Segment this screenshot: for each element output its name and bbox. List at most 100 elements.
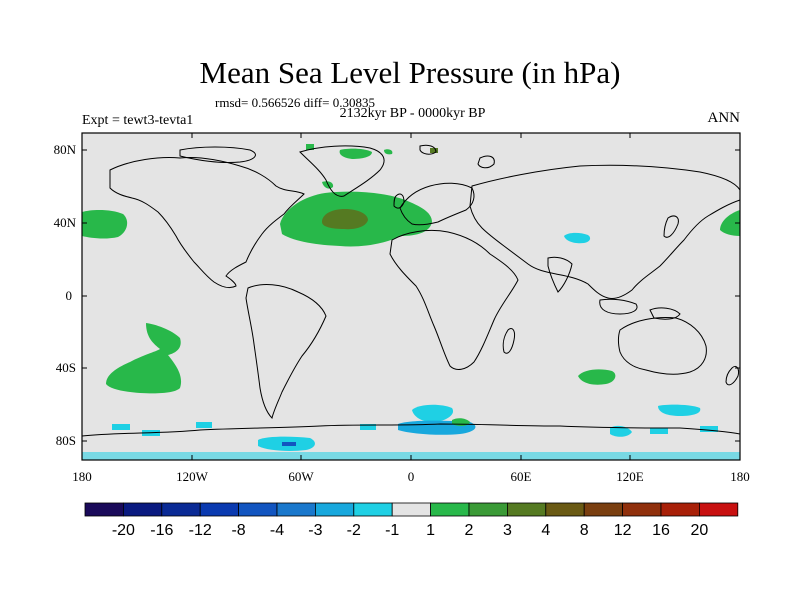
anomaly-arctic-patch [339,148,372,159]
coastline-australia [618,317,707,375]
experiment-label: Expt = tewt3-tevta1 [82,113,194,128]
coastline-asia [469,164,741,299]
colorbar-box [199,502,239,517]
colorbar-label: 12 [614,522,632,539]
y-tick-label: 0 [66,288,73,303]
y-tick: 0 [66,288,740,303]
colorbar-label: -8 [231,522,245,539]
coastline-novaya-zemlya [477,155,495,169]
x-tick-label: 60E [511,469,532,484]
anomaly-arctic-patch [306,144,314,150]
coastline-madagascar [502,327,515,354]
colorbar-label: -2 [347,522,361,539]
y-tick-label: 80N [54,142,77,157]
x-tick-label: 120W [176,469,209,484]
colorbar-box [622,502,662,517]
colorbar-box [391,502,432,517]
anomaly-fills [82,144,740,460]
coastline-india [547,256,573,293]
stats-line: rmsd= 0.566526 diff= 0.30835 [215,95,375,110]
y-tick-label: 80S [56,433,76,448]
x-tick: 60W [288,133,314,484]
anomaly-antarctica [412,404,454,423]
continent-outlines [81,144,741,437]
x-tick: 60E [511,133,532,484]
coastline-antarctica [81,423,741,437]
colorbar-label: 3 [503,522,512,539]
colorbar-label: 16 [652,522,670,539]
colorbar-box [545,502,585,517]
coastline-japan [663,215,679,238]
anomaly-arctic-patch [384,149,393,155]
coastline-south-america [245,284,327,419]
colorbar-box [506,502,547,517]
anomaly-central-asia [564,232,591,244]
anomaly-north-pacific-west [82,209,128,239]
x-tick-label: 0 [408,469,415,484]
coastline-uk [393,193,405,209]
y-tick: 80S [56,433,740,448]
colorbar-box [583,502,624,517]
season-label: ANN [707,110,741,126]
colorbar-label: -3 [308,522,322,539]
y-tick: 80N [54,142,740,157]
anomaly-south-pacific [106,323,182,394]
anomaly-arctic-patch [322,181,334,189]
map-background [82,133,740,460]
y-tick: 40S [56,360,740,375]
x-tick-label: 180 [730,469,750,484]
colorbar-label: 2 [465,522,474,539]
anomaly-north-pacific-east [720,210,740,236]
x-tick-label: 120E [616,469,644,484]
colorbar-label: 20 [691,522,709,539]
anomaly-south-indian-ocean [578,369,616,385]
x-axis: 180 120W 60W 0 60E [72,133,750,484]
colorbar-label: -12 [189,522,212,539]
chart-title: Mean Sea Level Pressure (in hPa) [199,55,621,90]
coastline-arctic-islands [179,146,256,163]
coastline-greenland [299,145,385,197]
anomaly-antarctica [650,428,668,434]
anomaly-north-atlantic-core [322,209,368,230]
colorbar-label: 1 [426,522,435,539]
colorbar-label: -4 [270,522,284,539]
anomaly-antarctica [610,425,632,437]
map-plot-area: 80N 40N 0 40S 80S [54,132,750,484]
anomaly-antarctica [282,442,296,446]
x-tick: 120E [616,133,644,484]
y-tick-label: 40N [54,215,77,230]
colorbar-box [430,502,470,517]
x-tick: 120W [176,133,209,484]
anomaly-antarctica [658,404,701,416]
colorbar-box [468,502,508,517]
x-tick: 0 [408,133,415,484]
x-tick-label: 180 [72,469,92,484]
colorbar-label: 4 [541,522,550,539]
x-tick: 180 [72,469,92,484]
y-tick: 40N [54,215,740,230]
anomaly-arctic-patch [430,148,438,153]
y-axis: 80N 40N 0 40S 80S [54,142,740,448]
y-tick-label: 40S [56,360,76,375]
coastline-europe [399,182,475,226]
colorbar-label: -20 [112,522,135,539]
colorbar-box [314,502,355,517]
colorbar-box [238,502,278,517]
colorbar-box [123,502,163,517]
colorbar-box [660,502,700,517]
colorbar-label: -16 [150,522,173,539]
colorbar-label: 8 [580,522,589,539]
anomaly-antarctica [112,424,130,430]
coastline-svalbard [419,144,437,155]
colorbar-box [161,502,201,517]
anomaly-antarctica [196,422,212,428]
colorbar-label: -1 [385,522,399,539]
coastline-new-guinea [649,307,681,320]
coastline-north-america [109,157,305,289]
colorbar-box [353,502,393,517]
coastline-africa [389,229,519,370]
colorbar-box [699,502,739,517]
colorbar-box [276,502,316,517]
period-line: 2132kyr BP - 0000kyr BP [339,106,486,121]
